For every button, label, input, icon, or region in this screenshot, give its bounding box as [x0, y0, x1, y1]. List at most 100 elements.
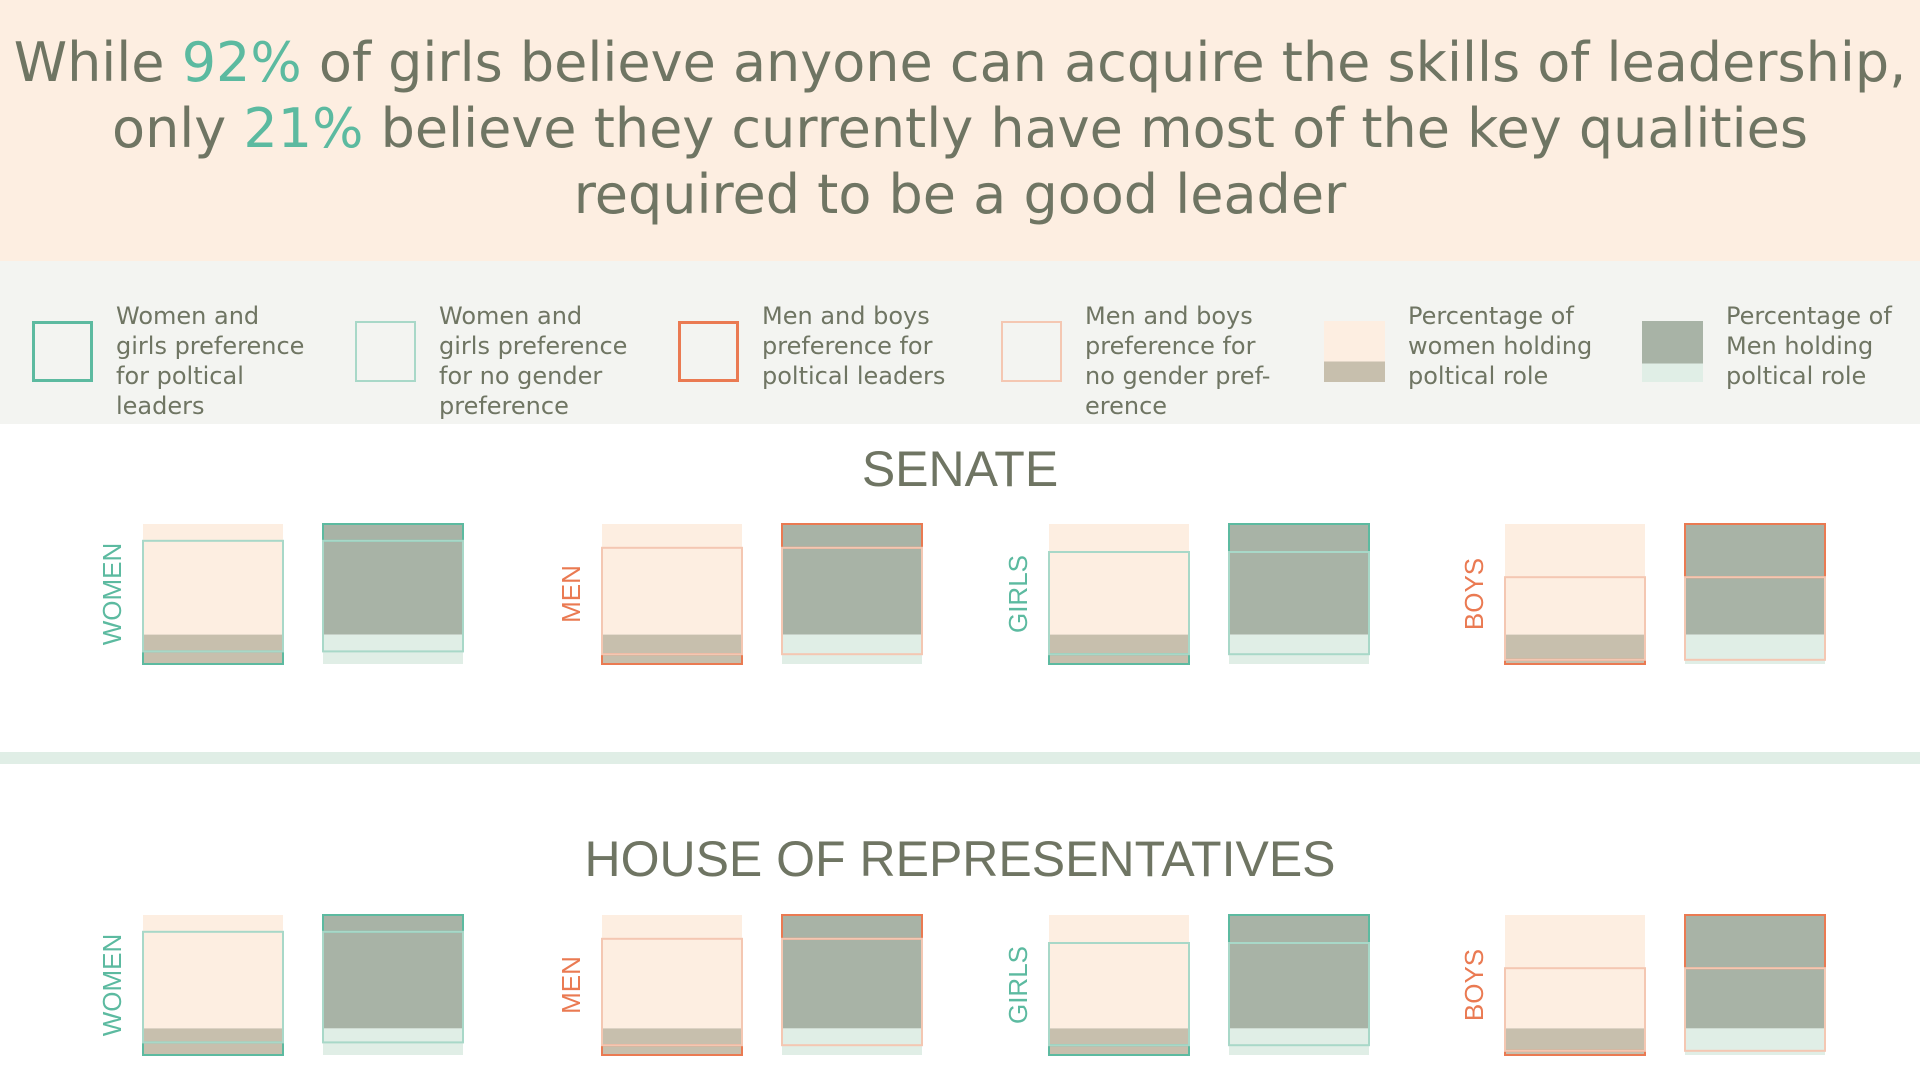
men-role-bar — [782, 915, 922, 1029]
men-role-remainder — [323, 634, 463, 664]
no-preference-bar — [601, 546, 743, 656]
legend-item-women-holding-role: Percentage of women holding poltical rol… — [1312, 281, 1622, 411]
legend-label-line: girls preference — [116, 332, 305, 360]
group-label-men: MEN — [556, 956, 586, 1014]
headline-text: required to be a good leader — [573, 163, 1347, 226]
headline: While 92% of girls believe anyone can ac… — [0, 0, 1920, 228]
legend-label-line: preference for — [1085, 332, 1256, 360]
headline-text: of girls believe anyone can acquire the … — [301, 31, 1907, 94]
legend-label-line: preference for — [762, 332, 933, 360]
no-preference-bar — [142, 539, 284, 653]
men-role-bar — [1229, 915, 1369, 1029]
header-banner: While 92% of girls believe anyone can ac… — [0, 0, 1920, 261]
no-preference-bar — [601, 937, 743, 1047]
legend-label: Men and boys preference for no gender pr… — [1085, 301, 1285, 421]
legend-item-women-preference: Women and girls preference for poltical … — [20, 281, 330, 420]
legend-label: Women and girls preference for poltical … — [116, 301, 316, 421]
no-preference-bar — [781, 546, 923, 656]
no-preference-bar — [322, 930, 464, 1044]
men-role-remainder — [782, 1028, 922, 1055]
group-label-girls: GIRLS — [1003, 946, 1033, 1024]
legend-label-line: Men and boys — [1085, 302, 1253, 330]
men-role-bar — [1685, 524, 1825, 635]
no-preference-bar — [1504, 967, 1646, 1052]
no-preference-bar — [1684, 576, 1826, 661]
legend-label-line: for no gender — [439, 362, 603, 390]
no-preference-bar — [1228, 942, 1370, 1047]
men-role-remainder — [1229, 1028, 1369, 1055]
legend-item-women-no-preference: Women and girls preference for no gender… — [343, 281, 653, 420]
women-role-bar — [143, 634, 283, 664]
legend-label-line: poltical role — [1726, 362, 1867, 390]
legend-label-line: poltical role — [1408, 362, 1549, 390]
headline-stat-92: 92% — [181, 31, 302, 94]
legend: Women and girls preference for poltical … — [0, 261, 1920, 424]
women-role-peach-area — [143, 915, 283, 1029]
men-role-bar — [782, 524, 922, 635]
group-label-girls: GIRLS — [1003, 555, 1033, 633]
legend-swatch-men-preference — [678, 321, 739, 382]
legend-label-line: Percentage of — [1408, 302, 1574, 330]
legend-label-line: girls preference — [439, 332, 628, 360]
no-preference-bar — [142, 930, 284, 1044]
men-role-remainder — [1229, 634, 1369, 664]
women-role-peach-area — [602, 915, 742, 1029]
group-label-boys: BOYS — [1459, 558, 1489, 630]
headline-stat-21: 21% — [243, 97, 364, 160]
no-preference-bar — [1504, 576, 1646, 661]
house-title: HOUSE OF REPRESENTATIVES — [584, 831, 1336, 887]
section-divider — [0, 752, 1920, 764]
headline-text: While — [13, 31, 182, 94]
legend-label: Women and girls preference for no gender… — [439, 301, 639, 421]
legend-label-line: preference — [439, 392, 569, 420]
legend-label-line: erence — [1085, 392, 1168, 420]
women-role-peach-area — [1505, 915, 1645, 1029]
legend-swatch-women-holding-role — [1324, 321, 1385, 382]
women-role-bar — [602, 1028, 742, 1055]
no-preference-bar — [781, 937, 923, 1047]
women-role-bar — [1049, 1028, 1189, 1055]
legend-swatch-women-no-preference — [355, 321, 416, 382]
group-label-men: MEN — [556, 565, 586, 623]
legend-label-line: Men holding — [1726, 332, 1874, 360]
legend-swatch-women-preference — [32, 321, 93, 382]
women-role-bar — [602, 634, 742, 664]
legend-swatch-men-holding-role — [1642, 321, 1703, 382]
legend-label-line: Women and — [116, 302, 260, 330]
legend-label-line: poltical leaders — [762, 362, 946, 390]
group-label-women: WOMEN — [97, 543, 127, 646]
legend-label: Men and boys preference for poltical lea… — [762, 301, 962, 391]
no-preference-bar — [1048, 551, 1190, 656]
legend-label-line: leaders — [116, 392, 205, 420]
legend-label: Percentage of Men holding poltical role — [1726, 301, 1920, 391]
men-role-bar — [1229, 524, 1369, 635]
group-label-boys: BOYS — [1459, 949, 1489, 1021]
legend-label-line: Men and boys — [762, 302, 930, 330]
legend-label-line: Women and — [439, 302, 583, 330]
no-preference-bar — [1048, 942, 1190, 1047]
leadership-chart: WOMEN MEN GIRLS BOYS WOMEN MEN GIRLS BOYS — [97, 523, 1826, 1057]
legend-label-line: for poltical — [116, 362, 244, 390]
women-role-peach-area — [602, 524, 742, 635]
legend-label-line: no gender pref- — [1085, 362, 1271, 390]
no-preference-bar — [322, 539, 464, 653]
headline-text: only — [112, 97, 244, 160]
men-role-remainder — [782, 634, 922, 664]
senate-title: SENATE — [861, 441, 1059, 497]
no-preference-bar — [1228, 551, 1370, 656]
women-role-peach-area — [1505, 524, 1645, 635]
headline-text: believe they currently have most of the … — [363, 97, 1808, 160]
group-label-women: WOMEN — [97, 934, 127, 1037]
men-role-bar — [323, 915, 463, 1029]
legend-label: Percentage of women holding poltical rol… — [1408, 301, 1608, 391]
men-role-bar — [1685, 915, 1825, 1029]
women-role-peach-area — [143, 524, 283, 635]
legend-swatch-men-no-preference — [1001, 321, 1062, 382]
no-preference-bar — [1684, 967, 1826, 1052]
women-role-bar — [1049, 634, 1189, 664]
men-role-bar — [323, 524, 463, 635]
legend-item-men-no-preference: Men and boys preference for no gender pr… — [989, 281, 1299, 420]
legend-label-line: Percentage of — [1726, 302, 1892, 330]
women-role-peach-area — [1049, 524, 1189, 635]
women-role-peach-area — [1049, 915, 1189, 1029]
